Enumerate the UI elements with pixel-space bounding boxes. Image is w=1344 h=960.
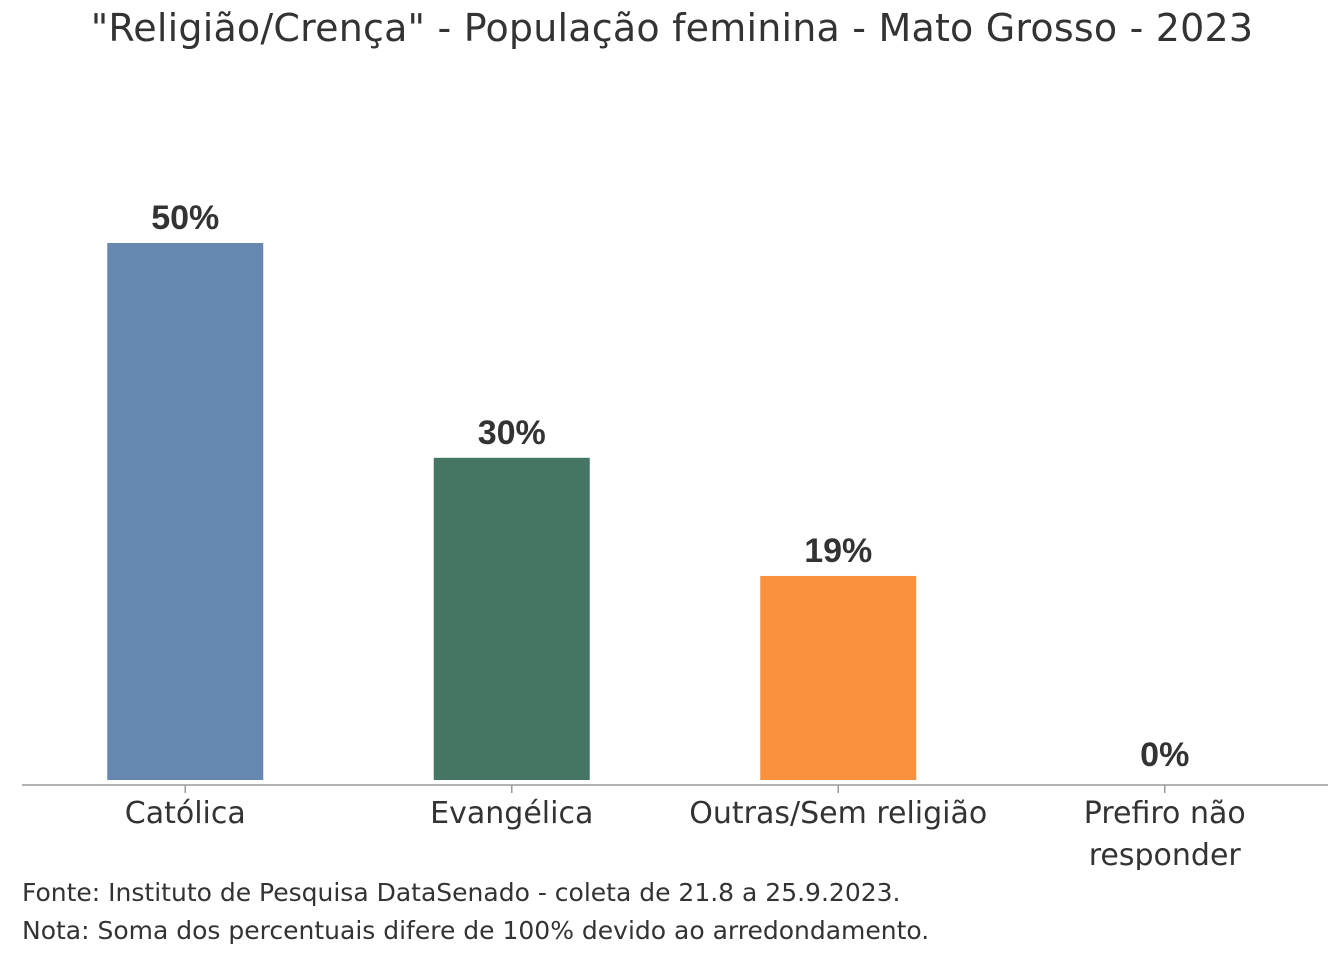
category-label: Prefiro não responder [1084,796,1246,870]
data-label: 30% [478,414,546,452]
bar-3 [760,575,917,780]
data-label: 19% [804,532,872,570]
category-label: Outras/Sem religião [689,796,987,831]
x-axis [22,784,1328,793]
bar-1 [107,243,264,780]
data-label: 0% [1140,736,1189,774]
bar-2 [433,457,590,780]
chart-title: "Religião/Crença" - População feminina -… [90,6,1254,50]
data-label: 50% [151,199,219,237]
source-note: Fonte: Instituto de Pesquisa DataSenado … [22,878,901,907]
category-label: Evangélica [430,796,593,831]
bar-chart: 50% Católica 30% Evangélica 19% Outras/Sem re… [22,199,1328,870]
labels-layer: 50% Católica 30% Evangélica 19% Outras/Sem re… [125,199,1246,870]
bars-layer [107,243,917,780]
category-label: Católica [125,796,246,831]
rounding-note: Nota: Soma dos percentuais difere de 100… [22,916,930,945]
footnotes: Fonte: Instituto de Pesquisa DataSenado … [22,874,929,950]
